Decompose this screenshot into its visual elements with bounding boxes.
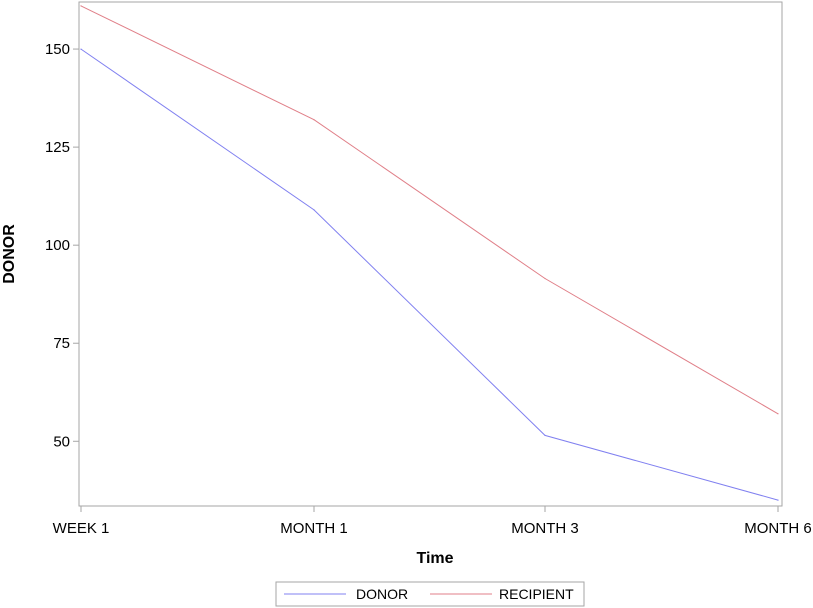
legend-label-donor: DONOR [356,586,408,602]
series-line-recipient [80,5,779,415]
plot-frame [78,1,783,507]
y-tick-label: 125 [45,139,70,156]
x-tick-label: MONTH 6 [744,520,812,537]
y-axis-title: DONOR [1,224,18,284]
legend-box [275,581,585,607]
y-tick-label: 75 [53,335,70,352]
data-point-donor [544,434,546,436]
x-tick-label: WEEK 1 [53,520,110,537]
y-tick-label: 100 [45,237,70,254]
legend-label-recipient: RECIPIENT [499,586,574,602]
data-point-recipient [313,119,315,121]
y-tick-label: 150 [45,41,70,58]
x-tick-label: MONTH 3 [511,520,579,537]
data-point-recipient [80,5,82,7]
legend: DONOR RECIPIENT [275,581,585,607]
data-point-donor [777,499,779,501]
x-tick-label: MONTH 1 [280,520,348,537]
x-axis: WEEK 1 MONTH 1 MONTH 3 MONTH 6 [53,506,812,537]
data-point-donor [80,48,82,50]
x-axis-title: Time [416,550,453,567]
series-line-donor [80,48,779,501]
y-axis: 50 75 100 125 150 [45,41,79,450]
data-point-donor [313,209,315,211]
y-tick-label: 50 [53,433,70,450]
series-layer [80,5,779,501]
data-point-recipient [777,413,779,415]
data-point-recipient [544,277,546,280]
